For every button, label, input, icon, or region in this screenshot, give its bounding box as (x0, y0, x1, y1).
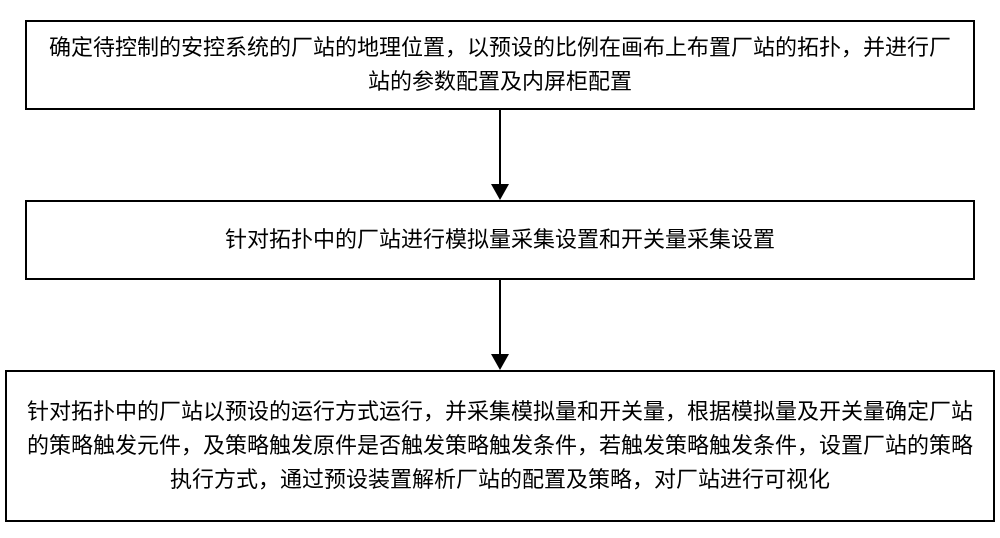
flowchart-node-1-text: 确定待控制的安控系统的厂站的地理位置，以预设的比例在画布上布置厂站的拓扑，并进行… (47, 31, 953, 99)
flowchart-node-3: 针对拓扑中的厂站以预设的运行方式运行，并采集模拟量和开关量，根据模拟量及开关量确… (5, 370, 995, 522)
flowchart-node-2: 针对拓扑中的厂站进行模拟量采集设置和开关量采集设置 (25, 200, 975, 280)
flowchart-edge-2-head (491, 354, 509, 370)
flowchart-edge-2-line (499, 280, 501, 356)
flowchart-edge-1-head (491, 184, 509, 200)
flowchart-edge-1-line (499, 110, 501, 186)
flowchart-container: 确定待控制的安控系统的厂站的地理位置，以预设的比例在画布上布置厂站的拓扑，并进行… (0, 0, 1000, 538)
flowchart-node-1: 确定待控制的安控系统的厂站的地理位置，以预设的比例在画布上布置厂站的拓扑，并进行… (25, 20, 975, 110)
flowchart-node-3-text: 针对拓扑中的厂站以预设的运行方式运行，并采集模拟量和开关量，根据模拟量及开关量确… (27, 395, 973, 497)
flowchart-node-2-text: 针对拓扑中的厂站进行模拟量采集设置和开关量采集设置 (225, 223, 775, 257)
